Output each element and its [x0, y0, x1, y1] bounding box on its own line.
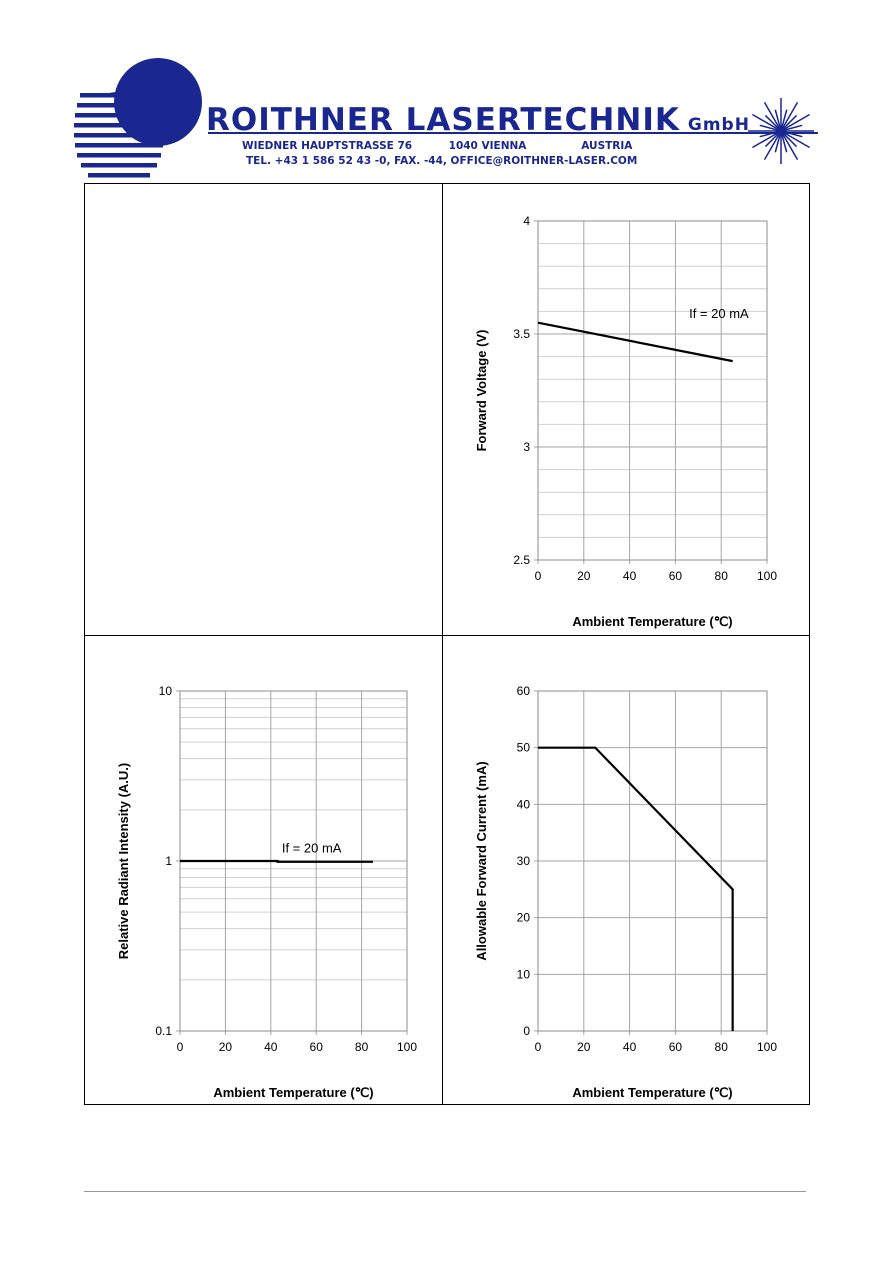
- x-tick-label: 0: [535, 1040, 542, 1054]
- x-tick-label: 60: [669, 1040, 683, 1054]
- x-axis-label: Ambient Temperature (℃): [572, 614, 732, 629]
- x-tick-label: 60: [669, 569, 683, 583]
- annotation-label: If = 20 mA: [282, 841, 342, 856]
- x-tick-label: 100: [397, 1040, 417, 1054]
- x-tick-label: 40: [623, 569, 637, 583]
- series-line: [180, 859, 373, 863]
- y-axis-label: Relative Radiant Intensity (A.U.): [116, 763, 131, 959]
- company-logo: [74, 58, 202, 178]
- company-header: ROITHNER LASERTECHNIK GmbH WIEDNER HAUPTS…: [74, 56, 819, 186]
- series-line: [538, 746, 734, 1031]
- header-rule: [208, 132, 818, 134]
- y-tick-label: 40: [517, 797, 531, 811]
- x-tick-label: 80: [355, 1040, 369, 1054]
- y-tick-label: 1: [165, 854, 172, 868]
- y-axis-label: Allowable Forward Current (mA): [474, 761, 489, 960]
- x-tick-label: 80: [715, 1040, 729, 1054]
- y-tick-label: 10: [517, 967, 531, 981]
- y-tick-label: 20: [517, 911, 531, 925]
- x-tick-label: 80: [715, 569, 729, 583]
- series-line: [537, 321, 733, 363]
- x-tick-label: 40: [623, 1040, 637, 1054]
- y-tick-label: 30: [517, 854, 531, 868]
- company-contact: TEL. +43 1 586 52 43 -0, FAX. -44, OFFIC…: [246, 155, 638, 167]
- y-tick-label: 10: [159, 684, 173, 698]
- x-axis-label: Ambient Temperature (℃): [572, 1085, 732, 1100]
- y-tick-label: 60: [517, 684, 531, 698]
- y-tick-label: 3.5: [513, 327, 530, 341]
- footer-rule: [84, 1191, 806, 1192]
- x-tick-label: 100: [757, 569, 777, 583]
- y-tick-label: 4: [523, 214, 530, 228]
- x-axis-label: Ambient Temperature (℃): [213, 1085, 373, 1100]
- y-tick-label: 3: [523, 440, 530, 454]
- frame-divider-horizontal: [84, 635, 810, 636]
- starburst-icon: [748, 98, 814, 164]
- y-tick-label: 0: [523, 1024, 530, 1038]
- x-tick-label: 20: [577, 1040, 591, 1054]
- company-address: WIEDNER HAUPTSTRASSE 76 1040 VIENNA AUST…: [242, 140, 633, 152]
- x-tick-label: 60: [310, 1040, 324, 1054]
- plot-area: [537, 690, 768, 1032]
- x-tick-label: 20: [577, 569, 591, 583]
- x-tick-label: 20: [219, 1040, 233, 1054]
- annotation-label: If = 20 mA: [689, 306, 749, 321]
- company-suffix: GmbH: [687, 115, 750, 135]
- chart-bottom-right: 0 10 20 30 40 50 60 0 20 40 60 80 100 Ambient Tempera…: [474, 684, 777, 1100]
- chart-grid-frame: [84, 183, 810, 1105]
- y-tick-label: 2.5: [513, 553, 530, 567]
- plot-area: [537, 220, 768, 561]
- y-tick-label: 0.1: [155, 1024, 172, 1038]
- x-tick-label: 0: [535, 569, 542, 583]
- y-axis-label: Forward Voltage (V): [474, 330, 489, 452]
- x-tick-label: 0: [177, 1040, 184, 1054]
- x-tick-label: 40: [264, 1040, 278, 1054]
- frame-divider-vertical: [442, 183, 443, 1105]
- y-tick-label: 50: [517, 741, 531, 755]
- x-tick-label: 100: [757, 1040, 777, 1054]
